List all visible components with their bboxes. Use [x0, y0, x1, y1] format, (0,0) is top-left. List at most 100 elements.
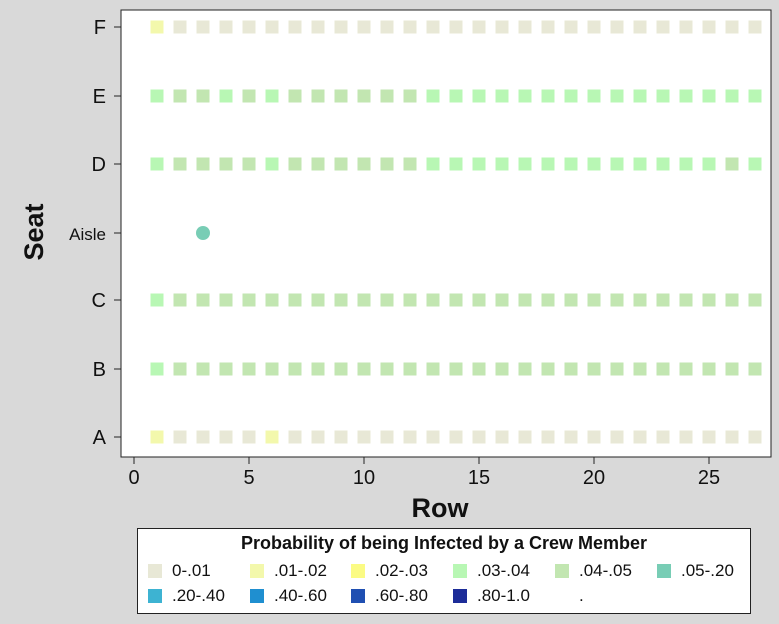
seat-cell	[564, 20, 578, 34]
x-tick-label: 0	[128, 467, 139, 489]
legend-swatch	[351, 564, 365, 578]
seat-cell	[449, 430, 463, 444]
seat-cell	[541, 293, 555, 307]
seat-cell	[357, 362, 371, 376]
seat-cell	[449, 362, 463, 376]
seat-cell	[725, 20, 739, 34]
x-tick-label: 5	[243, 467, 254, 489]
seat-cell	[564, 293, 578, 307]
y-axis: A B C Aisle D E F	[69, 17, 121, 449]
seat-cell	[633, 89, 647, 103]
seat-cell	[656, 20, 670, 34]
seat-cell	[472, 362, 486, 376]
seat-cell	[311, 293, 325, 307]
seat-cell	[196, 362, 210, 376]
seat-cell	[587, 20, 601, 34]
seat-cell	[541, 89, 555, 103]
seat-cell	[748, 20, 762, 34]
y-tick-label: B	[93, 359, 106, 381]
legend-swatch	[148, 589, 162, 603]
seat-cell	[541, 20, 555, 34]
seat-cell	[357, 157, 371, 171]
seat-cell	[311, 362, 325, 376]
seat-cell	[495, 157, 509, 171]
seat-cell	[426, 20, 440, 34]
seat-cell	[633, 430, 647, 444]
seat-cell	[242, 430, 256, 444]
seat-cell	[380, 430, 394, 444]
seat-cell	[196, 293, 210, 307]
legend: Probability of being Infected by a Crew …	[137, 528, 751, 614]
legend-label: .03-.04	[477, 561, 530, 580]
seat-cell	[288, 89, 302, 103]
x-tick-label: 20	[583, 467, 605, 489]
seat-cell	[656, 89, 670, 103]
seat-cell	[472, 157, 486, 171]
legend-label: .40-.60	[274, 586, 327, 605]
seat-cell	[265, 293, 279, 307]
seat-cell	[725, 362, 739, 376]
seat-cell	[311, 157, 325, 171]
seat-cell	[702, 293, 716, 307]
seat-cell	[725, 89, 739, 103]
seat-cell	[679, 362, 693, 376]
seat-cell	[610, 362, 624, 376]
plot-area	[120, 9, 772, 458]
seat-cell	[679, 293, 693, 307]
seat-cell	[265, 430, 279, 444]
seat-cell	[748, 430, 762, 444]
seat-cell	[380, 293, 394, 307]
seat-cell	[288, 293, 302, 307]
seat-cell	[518, 157, 532, 171]
seat-cell	[150, 362, 164, 376]
seat-cell	[610, 157, 624, 171]
seat-cell	[173, 89, 187, 103]
seat-map-chart: A B C Aisle D E F 0 5 10 15 20 25 Row Seat	[19, 9, 772, 523]
legend-item: .02-.03	[351, 560, 428, 582]
legend-item: .80-1.0	[453, 585, 530, 607]
x-tick-label: 25	[698, 467, 720, 489]
seat-cell	[380, 362, 394, 376]
seat-cell	[495, 362, 509, 376]
seat-cell	[702, 20, 716, 34]
seat-cell	[541, 430, 555, 444]
seat-cell	[564, 89, 578, 103]
seat-cell	[564, 430, 578, 444]
legend-label: .20-.40	[172, 586, 225, 605]
seat-cell	[196, 430, 210, 444]
seat-cell	[265, 20, 279, 34]
legend-item: .20-.40	[148, 585, 225, 607]
seat-cell	[610, 89, 624, 103]
seat-cell	[196, 20, 210, 34]
legend-item: .03-.04	[453, 560, 530, 582]
y-tick-label: Aisle	[69, 225, 106, 244]
seat-cell	[265, 362, 279, 376]
seat-cell	[495, 293, 509, 307]
y-tick-label: A	[93, 427, 107, 449]
seat-cell	[541, 362, 555, 376]
legend-title: Probability of being Infected by a Crew …	[240, 533, 648, 553]
seat-cell	[748, 89, 762, 103]
seat-cell	[564, 362, 578, 376]
seat-cell	[518, 20, 532, 34]
seat-cell	[196, 157, 210, 171]
legend-swatch	[453, 589, 467, 603]
y-tick-label: E	[93, 86, 106, 108]
seat-cell	[587, 430, 601, 444]
seat-cell	[380, 89, 394, 103]
legend-swatch	[250, 589, 264, 603]
seat-cell	[288, 430, 302, 444]
seat-cell	[656, 157, 670, 171]
seat-cell	[725, 430, 739, 444]
seat-cell	[334, 362, 348, 376]
seat-cell	[311, 430, 325, 444]
seat-cell	[380, 20, 394, 34]
seat-cell	[748, 293, 762, 307]
legend-label: .01-.02	[274, 561, 327, 580]
seat-cell	[495, 89, 509, 103]
legend-item: .60-.80	[351, 585, 428, 607]
seat-cell	[679, 20, 693, 34]
seat-cell	[150, 157, 164, 171]
seat-cell	[702, 362, 716, 376]
seat-cell	[587, 157, 601, 171]
